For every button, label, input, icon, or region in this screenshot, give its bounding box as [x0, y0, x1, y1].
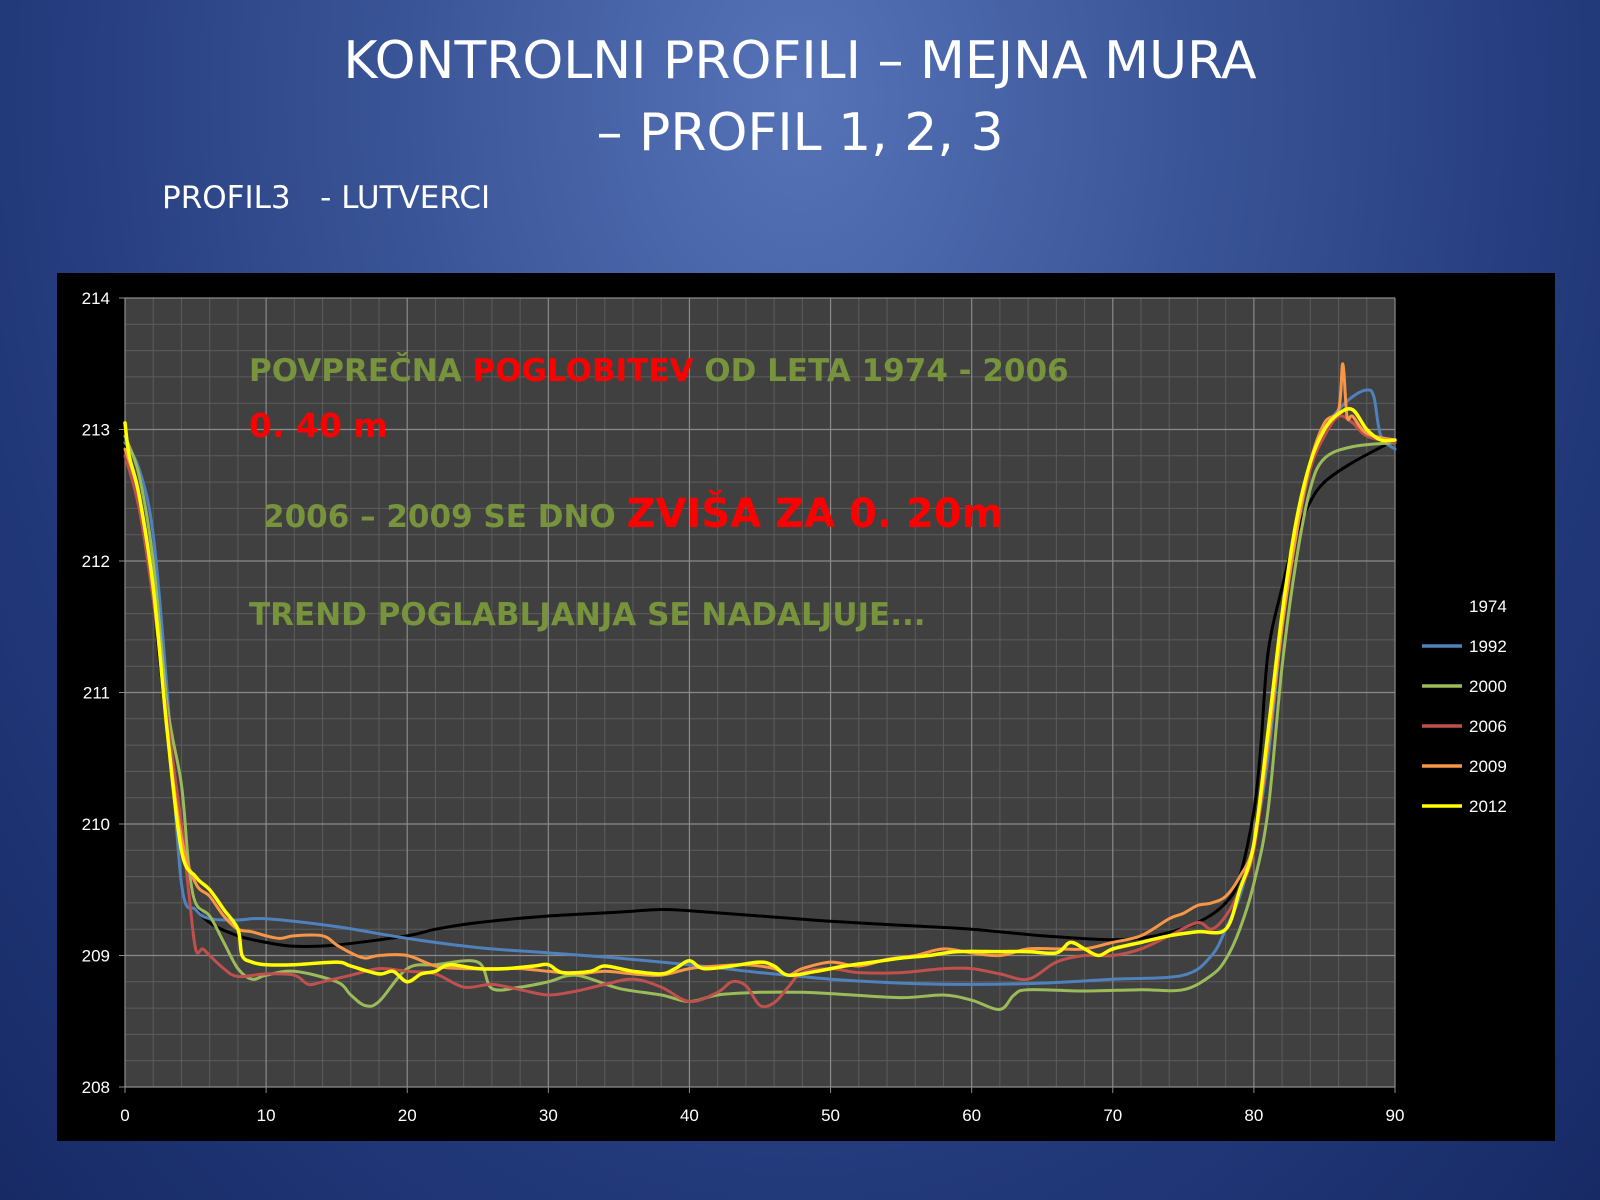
annotation-line-2: 0. 40 m: [249, 406, 388, 445]
x-tick-label: 70: [1103, 1106, 1122, 1125]
y-tick-label: 214: [82, 289, 110, 308]
annotation-text: POVPREČNA POGLOBITEV OD LETA 1974 - 2006…: [249, 352, 1069, 633]
legend-label-2012: 2012: [1469, 797, 1507, 816]
annotation-line-1: POVPREČNA POGLOBITEV OD LETA 1974 - 2006: [249, 352, 1069, 389]
legend: 1974 1992 2000 2006 2009 2012: [1422, 597, 1507, 816]
x-tick-labels: 0 10 20 30 40 50 60 70 80 90: [120, 1087, 1404, 1125]
chart-container: 208 209 210 211 212 213 214 0 10 20 30 40 50 60 70 80 9…: [57, 273, 1555, 1141]
profile-line-chart: 208 209 210 211 212 213 214 0 10 20 30 40 50 60 70 80 9…: [82, 289, 1507, 1125]
legend-label-1974: 1974: [1469, 597, 1507, 616]
series-line-2000: [123, 434, 1397, 1011]
annotation-line-1-part-2: POGLOBITEV: [472, 353, 693, 389]
x-tick-label: 50: [821, 1106, 840, 1125]
series-line-2012: [123, 407, 1397, 984]
x-tick-label: 60: [962, 1106, 981, 1125]
y-tick-label: 209: [82, 947, 110, 966]
legend-label-1992: 1992: [1469, 637, 1507, 656]
major-gridlines: [124, 297, 1396, 1088]
y-tick-label: 211: [83, 684, 110, 703]
y-tick-label: 212: [82, 552, 110, 571]
annotation-line-1-part-3: OD LETA 1974 - 2006: [693, 353, 1068, 389]
series-lines: [123, 362, 1397, 1011]
annotation-line-3-part-1: 2006 – 2009 SE DNO: [263, 499, 627, 535]
legend-label-2000: 2000: [1469, 677, 1507, 696]
y-tick-label: 208: [82, 1078, 110, 1097]
slide-title-line-1: KONTROLNI PROFILI – MEJNA MURA: [343, 31, 1257, 91]
annotation-line-4: TREND POGLABLJANJA SE NADALJUJE...: [249, 597, 926, 633]
profile-subtitle: PROFIL3 - LUTVERCI: [162, 180, 491, 216]
legend-label-2006: 2006: [1469, 717, 1507, 736]
slide-title-line-2: – PROFIL 1, 2, 3: [596, 103, 1004, 163]
x-tick-label: 40: [680, 1106, 699, 1125]
annotation-line-3-part-2: ZVIŠA ZA 0. 20m: [627, 489, 1004, 537]
legend-label-2009: 2009: [1469, 757, 1507, 776]
y-tick-label: 213: [82, 421, 110, 440]
x-tick-label: 90: [1386, 1106, 1405, 1125]
x-tick-label: 20: [398, 1106, 417, 1125]
annotation-line-3: 2006 – 2009 SE DNO ZVIŠA ZA 0. 20m: [263, 489, 1003, 537]
x-tick-label: 30: [539, 1106, 558, 1125]
x-tick-label: 0: [120, 1106, 129, 1125]
x-tick-label: 10: [257, 1106, 276, 1125]
y-tick-labels: 208 209 210 211 212 213 214: [82, 289, 125, 1097]
annotation-line-1-part-1: POVPREČNA: [249, 352, 472, 389]
x-tick-label: 80: [1244, 1106, 1263, 1125]
y-tick-label: 210: [82, 815, 110, 834]
